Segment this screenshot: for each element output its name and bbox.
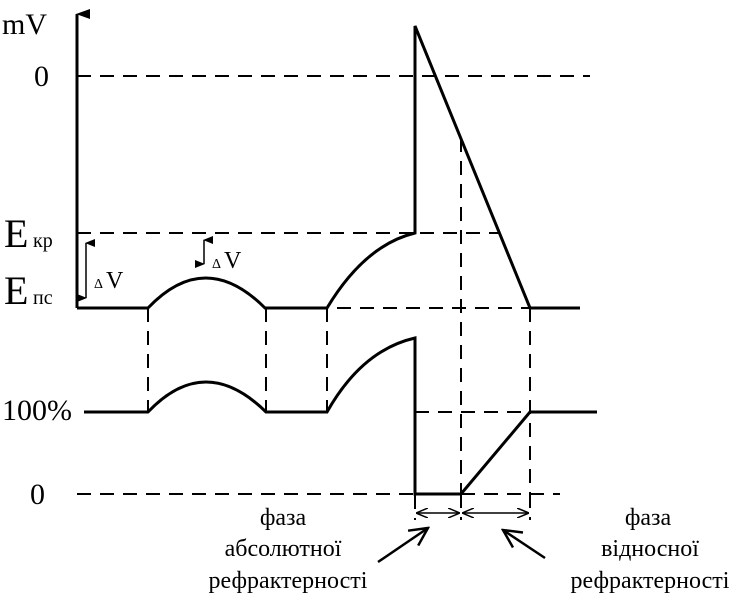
relative-pointer-arrow [503,530,546,560]
svg-text:фаза: фаза [260,505,307,531]
absolute-pointer-arrow [377,528,428,564]
svg-text:E: E [4,268,28,313]
svg-text:відносної: відносної [601,536,699,562]
svg-text:V: V [106,268,124,294]
e-ps-label: E пс [4,268,53,313]
zero-bottom-label: 0 [30,478,45,511]
unit-label: mV [2,8,47,41]
svg-text:пс: пс [33,287,53,309]
svg-text:Δ: Δ [212,257,221,272]
svg-text:фаза: фаза [625,505,672,531]
percent-100-label: 100% [2,394,72,427]
svg-text:рефрактерності: рефрактерності [571,568,730,594]
svg-text:абсолютної: абсолютної [225,536,342,562]
relative-phase-caption: фаза відносної рефрактерності [571,505,730,594]
excitability-curve [84,336,597,496]
delta-v-label-1: Δ V [94,268,124,294]
delta-v-label-2: Δ V [212,248,242,274]
e-kr-label: E кр [4,211,53,256]
svg-text:рефрактерності: рефрактерності [209,568,368,594]
svg-text:V: V [224,248,242,274]
svg-text:E: E [4,211,28,256]
svg-text:кр: кр [33,230,53,252]
absolute-phase-caption: фаза абсолютної рефрактерності [209,505,368,594]
zero-top-label: 0 [34,60,49,93]
svg-text:Δ: Δ [94,277,103,292]
membrane-potential-curve [77,25,580,310]
